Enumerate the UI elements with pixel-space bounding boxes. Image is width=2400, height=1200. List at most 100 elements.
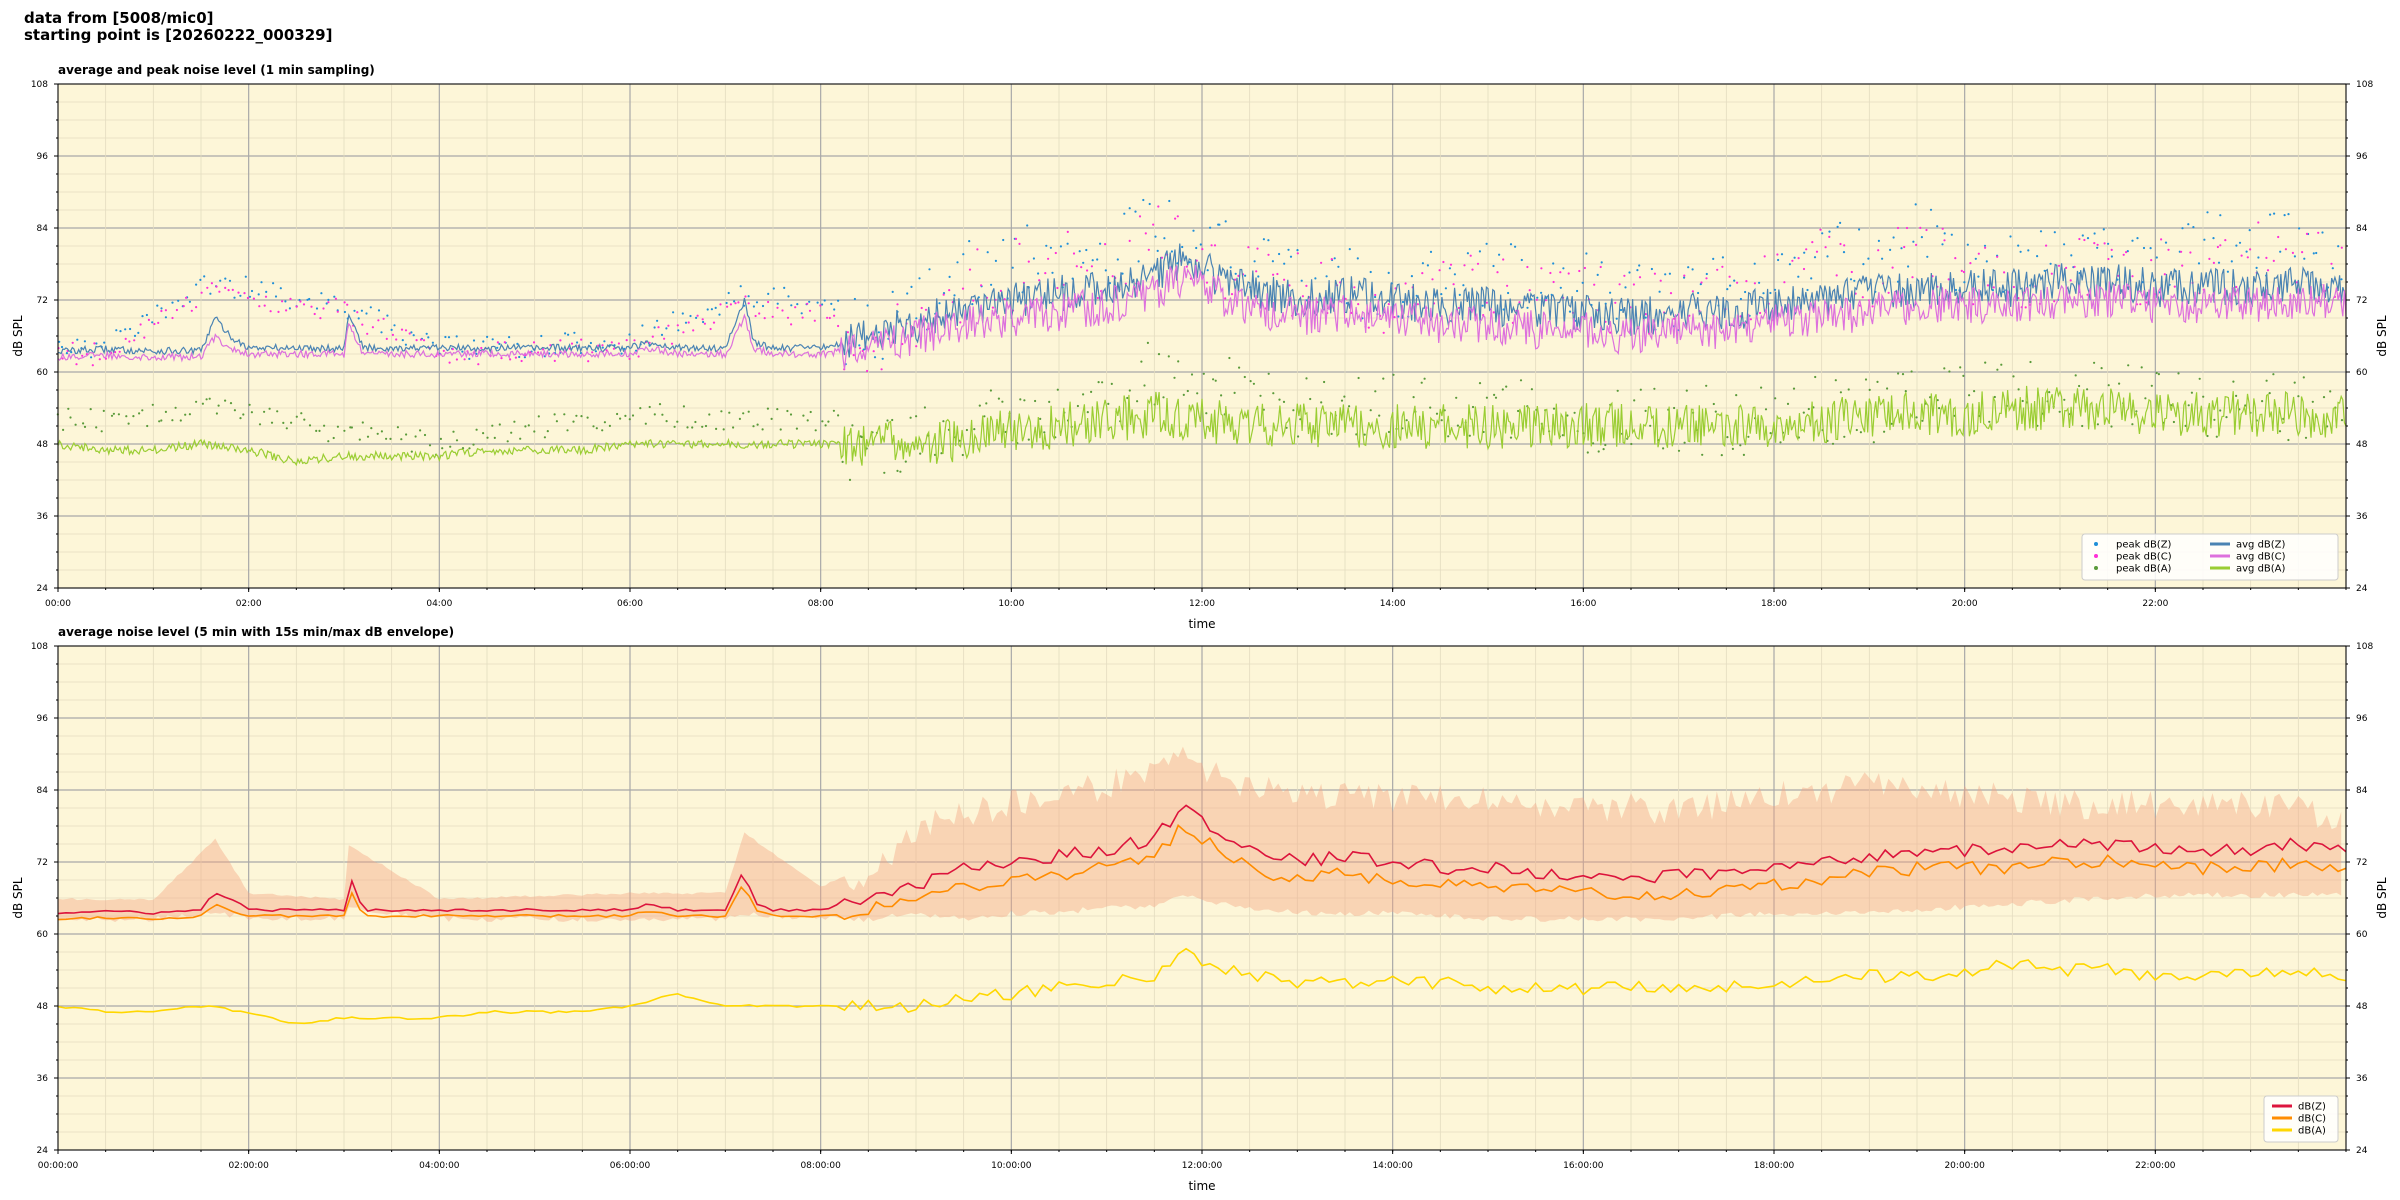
scatter-point-peak-db-c- — [185, 296, 188, 299]
scatter-point-peak-db-c- — [1367, 326, 1370, 329]
scatter-point-peak-db-a- — [827, 420, 830, 423]
scatter-point-peak-db-a- — [151, 403, 154, 406]
scatter-point-peak-db-a- — [376, 432, 379, 435]
scatter-point-peak-db-a- — [761, 428, 764, 431]
scatter-point-peak-db-a- — [146, 424, 149, 428]
scatter-point-peak-db-a- — [229, 402, 233, 405]
scatter-point-peak-db-c- — [1578, 269, 1581, 273]
scatter-point-peak-db-c- — [1160, 256, 1164, 259]
scatter-point-peak-db-c- — [160, 309, 163, 313]
scatter-point-peak-db-z- — [1803, 251, 1806, 254]
scatter-point-peak-db-z- — [576, 341, 579, 344]
scatter-point-peak-db-z- — [873, 356, 877, 359]
scatter-point-peak-db-a- — [2118, 382, 2121, 385]
scatter-point-peak-db-a- — [349, 426, 352, 429]
scatter-point-peak-db-z- — [2053, 231, 2056, 234]
scatter-point-peak-db-a- — [2131, 423, 2134, 426]
scatter-point-peak-db-a- — [533, 430, 536, 433]
scatter-point-peak-db-a- — [1429, 406, 1432, 409]
scatter-point-peak-db-c- — [2340, 246, 2343, 249]
scatter-point-peak-db-c- — [124, 337, 127, 340]
scatter-point-peak-db-c- — [1819, 228, 1822, 231]
scatter-point-peak-db-c- — [1374, 293, 1377, 297]
scatter-point-peak-db-c- — [1700, 281, 1703, 284]
scatter-point-peak-db-z- — [656, 319, 659, 322]
scatter-point-peak-db-z- — [404, 343, 407, 346]
scatter-point-peak-db-z- — [1552, 262, 1555, 265]
scatter-point-peak-db-c- — [2235, 285, 2238, 289]
scatter-point-peak-db-c- — [682, 331, 685, 334]
scatter-point-peak-db-c- — [175, 308, 178, 312]
scatter-point-peak-db-z- — [594, 350, 598, 353]
scatter-point-peak-db-c- — [1213, 244, 1217, 247]
scatter-point-peak-db-z- — [133, 334, 137, 337]
scatter-point-peak-db-a- — [1363, 433, 1366, 436]
scatter-point-peak-db-z- — [2036, 255, 2039, 258]
scatter-point-peak-db-c- — [1003, 298, 1006, 301]
scatter-point-peak-db-a- — [1552, 407, 1556, 410]
scatter-point-peak-db-a- — [2021, 399, 2024, 403]
scatter-point-peak-db-z- — [360, 309, 363, 312]
y-tick-label-right: 72 — [2356, 858, 2367, 868]
scatter-point-peak-db-z- — [689, 314, 692, 318]
scatter-point-peak-db-a- — [1090, 390, 1093, 393]
scatter-point-peak-db-a- — [997, 397, 1001, 400]
scatter-point-peak-db-a- — [1173, 376, 1176, 379]
scatter-point-peak-db-c- — [395, 338, 398, 341]
scatter-point-peak-db-a- — [1097, 381, 1100, 384]
scatter-point-peak-db-c- — [2139, 303, 2142, 306]
scatter-point-peak-db-a- — [886, 419, 889, 422]
scatter-point-peak-db-a- — [1282, 400, 1286, 403]
scatter-point-peak-db-a- — [164, 410, 167, 413]
scatter-point-peak-db-c- — [880, 368, 883, 371]
scatter-point-peak-db-a- — [1278, 398, 1281, 401]
scatter-point-peak-db-a- — [95, 426, 98, 429]
scatter-point-peak-db-z- — [2287, 213, 2290, 216]
scatter-point-peak-db-c- — [1387, 303, 1390, 306]
scatter-point-peak-db-a- — [639, 407, 642, 410]
scatter-point-peak-db-c- — [2167, 248, 2170, 251]
scatter-point-peak-db-c- — [776, 306, 779, 309]
scatter-point-peak-db-z- — [1199, 243, 1202, 246]
scatter-point-peak-db-a- — [336, 425, 339, 428]
scatter-point-peak-db-z- — [248, 295, 252, 298]
scatter-point-peak-db-a- — [923, 406, 927, 409]
scatter-point-peak-db-c- — [2057, 264, 2061, 267]
scatter-point-peak-db-c- — [2257, 221, 2260, 224]
scatter-point-peak-db-a- — [1897, 372, 1900, 375]
scatter-point-peak-db-a- — [1110, 382, 1113, 385]
scatter-point-peak-db-c- — [2224, 239, 2227, 242]
scatter-point-peak-db-a- — [616, 412, 619, 416]
scatter-point-peak-db-a- — [738, 417, 742, 420]
scatter-point-peak-db-z- — [1862, 263, 1865, 266]
x-tick-label: 12:00 — [1189, 599, 1215, 609]
scatter-point-peak-db-a- — [1592, 442, 1595, 445]
scatter-point-peak-db-z- — [1485, 242, 1488, 245]
scatter-point-peak-db-c- — [2024, 306, 2027, 309]
scatter-point-peak-db-a- — [1471, 405, 1475, 409]
scatter-point-peak-db-a- — [472, 443, 475, 446]
scatter-point-peak-db-z- — [1257, 275, 1260, 278]
scatter-point-peak-db-a- — [2155, 371, 2158, 375]
scatter-point-peak-db-z- — [1628, 271, 1631, 274]
bottom-chart: 24 24 36 36 48 48 60 60 72 72 84 84 96 96 108 108 00:00:… — [11, 625, 2389, 1193]
scatter-point-peak-db-z- — [1858, 228, 1861, 231]
envelope-band — [58, 746, 2342, 922]
scatter-point-peak-db-c- — [591, 351, 594, 354]
scatter-point-peak-db-z- — [1049, 246, 1052, 249]
scatter-point-peak-db-c- — [806, 302, 809, 305]
scatter-point-peak-db-z- — [1271, 260, 1274, 263]
scatter-point-peak-db-c- — [1753, 282, 1756, 285]
scatter-point-peak-db-c- — [1593, 283, 1596, 286]
scatter-point-peak-db-c- — [1056, 286, 1059, 290]
scatter-point-peak-db-a- — [1807, 407, 1810, 411]
scatter-point-peak-db-z- — [2039, 230, 2043, 233]
scatter-point-peak-db-a- — [1573, 411, 1576, 414]
scatter-point-peak-db-c- — [972, 299, 975, 302]
scatter-point-peak-db-c- — [1272, 273, 1275, 276]
scatter-point-peak-db-c- — [1843, 244, 1846, 247]
scatter-point-peak-db-c- — [1104, 243, 1107, 246]
scatter-point-peak-db-c- — [861, 349, 864, 353]
scatter-point-peak-db-z- — [1218, 223, 1221, 226]
scatter-point-peak-db-a- — [1673, 406, 1676, 410]
